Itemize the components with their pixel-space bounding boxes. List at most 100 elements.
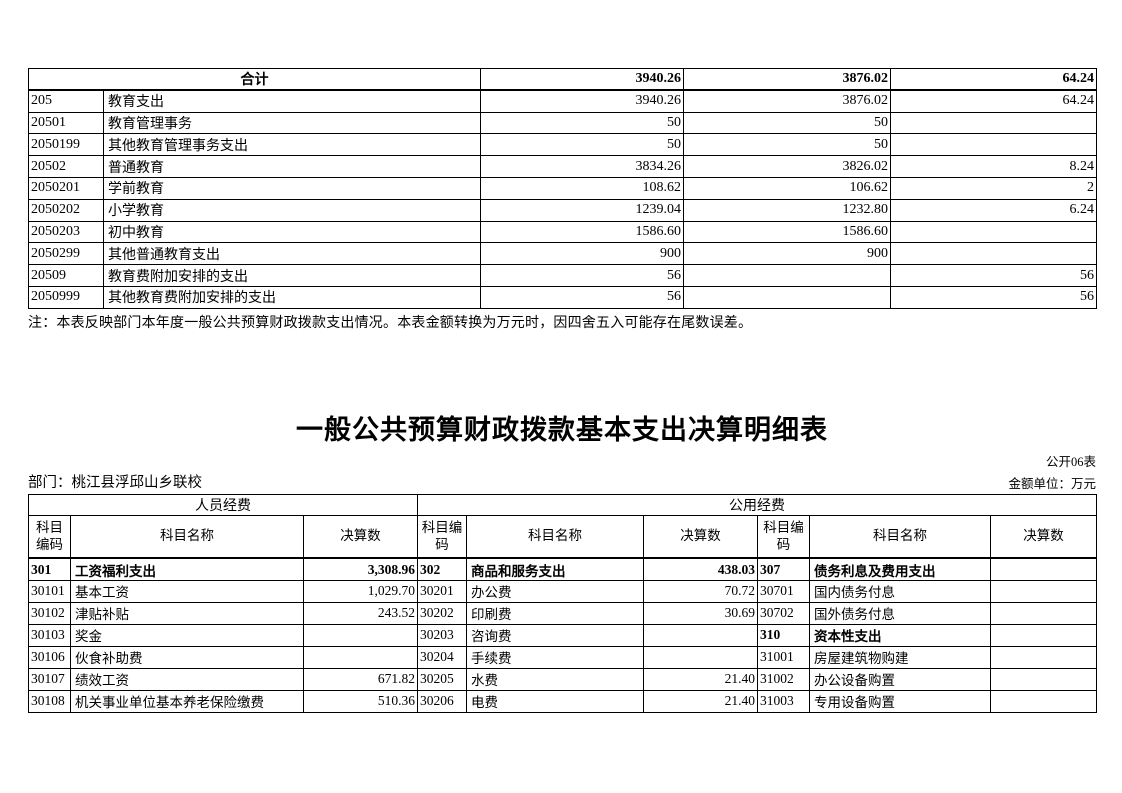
value-cell [990, 667, 1097, 691]
value-cell: 30.69 [643, 601, 758, 625]
value-cell: 106.62 [683, 176, 891, 200]
name-cell: 绩效工资 [70, 667, 304, 691]
code-cell: 30206 [417, 689, 467, 713]
value-cell: 70.72 [643, 579, 758, 603]
value-cell: 1586.60 [480, 220, 684, 244]
name-cell: 专用设备购置 [809, 689, 991, 713]
code-cell: 30108 [28, 689, 71, 713]
table-row: 30103 奖金 30203 咨询费 310 资本性支出 [28, 623, 1097, 647]
value-cell: 50 [683, 111, 891, 135]
name-cell: 其他教育管理事务支出 [103, 133, 481, 157]
table-row: 20502 普通教育 3834.26 3826.02 8.24 [28, 155, 1097, 178]
name-cell: 机关事业单位基本养老保险缴费 [70, 689, 304, 713]
code-cell: 301 [28, 557, 71, 581]
value-cell: 21.40 [643, 667, 758, 691]
value-cell: 3,308.96 [303, 557, 418, 581]
name-cell: 债务利息及费用支出 [809, 557, 991, 581]
code-cell: 30203 [417, 623, 467, 647]
value-cell [683, 264, 891, 287]
value-cell: 3834.26 [480, 155, 684, 178]
table-row: 30102 津贴补贴 243.52 30202 印刷费 30.69 30702 国外债务付息 [28, 601, 1097, 625]
name-cell: 学前教育 [103, 176, 481, 200]
column-header: 科目名称 [466, 514, 644, 560]
value-cell [303, 623, 418, 647]
value-cell [990, 645, 1097, 669]
name-cell: 教育管理事务 [103, 111, 481, 135]
code-cell: 2050203 [28, 220, 104, 244]
value-cell: 64.24 [890, 68, 1097, 92]
name-cell: 伙食补助费 [70, 645, 304, 669]
value-cell: 56 [480, 285, 684, 309]
name-cell: 初中教育 [103, 220, 481, 244]
name-cell: 普通教育 [103, 155, 481, 178]
value-cell: 671.82 [303, 667, 418, 691]
value-cell: 64.24 [890, 89, 1097, 113]
total-row: 合计 3940.26 3876.02 64.24 [28, 68, 1097, 92]
value-cell [990, 623, 1097, 647]
value-cell: 3876.02 [683, 68, 891, 92]
basic-expenditure-detail-table: 人员经费 公用经费 科目编码 科目名称 决算数 科目编码 科目名称 决算数 科目… [28, 493, 1097, 713]
group-header-personnel: 人员经费 [28, 493, 418, 516]
group-header-public: 公用经费 [417, 493, 1097, 516]
column-header: 科目名称 [809, 514, 991, 560]
name-cell: 小学教育 [103, 198, 481, 222]
value-cell: 900 [683, 242, 891, 266]
code-cell: 20501 [28, 111, 104, 135]
meta-row: 部门：桃江县浮邱山乡联校 金额单位：万元 [28, 471, 1096, 492]
code-cell: 310 [757, 623, 810, 647]
table-row: 20501 教育管理事务 50 50 [28, 111, 1097, 135]
value-cell: 56 [890, 264, 1097, 287]
name-cell: 电费 [466, 689, 644, 713]
table-row: 2050203 初中教育 1586.60 1586.60 [28, 220, 1097, 244]
value-cell [890, 111, 1097, 135]
table-row: 30107 绩效工资 671.82 30205 水费 21.40 31002 办公设备购置 [28, 667, 1097, 691]
name-cell: 奖金 [70, 623, 304, 647]
name-cell: 办公费 [466, 579, 644, 603]
value-cell: 50 [480, 111, 684, 135]
value-cell: 3826.02 [683, 155, 891, 178]
value-cell [643, 623, 758, 647]
value-cell [683, 285, 891, 309]
value-cell: 6.24 [890, 198, 1097, 222]
page-title: 一般公共预算财政拨款基本支出决算明细表 [296, 414, 828, 445]
code-cell: 30103 [28, 623, 71, 647]
total-label-cell: 合计 [28, 68, 481, 92]
value-cell: 438.03 [643, 557, 758, 581]
code-cell: 30701 [757, 579, 810, 603]
value-cell: 2 [890, 176, 1097, 200]
value-cell: 56 [890, 285, 1097, 309]
column-header: 科目编码 [757, 514, 810, 560]
value-cell: 3876.02 [683, 89, 891, 113]
name-cell: 房屋建筑物购建 [809, 645, 991, 669]
table-row: 30108 机关事业单位基本养老保险缴费 510.36 30206 电费 21.40 310… [28, 689, 1097, 713]
name-cell: 办公设备购置 [809, 667, 991, 691]
value-cell [643, 645, 758, 669]
name-cell: 教育支出 [103, 89, 481, 113]
column-header: 科目编码 [417, 514, 467, 560]
code-cell: 2050199 [28, 133, 104, 157]
code-cell: 30204 [417, 645, 467, 669]
code-cell: 31001 [757, 645, 810, 669]
table-row: 2050199 其他教育管理事务支出 50 50 [28, 133, 1097, 157]
general-budget-expenditure-table: 合计 3940.26 3876.02 64.24 205 教育支出 3940.26 3… [28, 68, 1097, 309]
value-cell: 108.62 [480, 176, 684, 200]
code-cell: 30101 [28, 579, 71, 603]
value-cell: 3940.26 [480, 89, 684, 113]
code-cell: 2050299 [28, 242, 104, 266]
name-cell: 资本性支出 [809, 623, 991, 647]
name-cell: 商品和服务支出 [466, 557, 644, 581]
table-row: 2050999 其他教育费附加安排的支出 56 56 [28, 285, 1097, 309]
group-header-row: 人员经费 公用经费 [28, 493, 1097, 516]
table-row: 2050202 小学教育 1239.04 1232.80 6.24 [28, 198, 1097, 222]
value-cell: 1,029.70 [303, 579, 418, 603]
value-cell: 21.40 [643, 689, 758, 713]
table-row: 30106 伙食补助费 30204 手续费 31001 房屋建筑物购建 [28, 645, 1097, 669]
department-label: 部门：桃江县浮邱山乡联校 [28, 474, 202, 491]
name-cell: 基本工资 [70, 579, 304, 603]
name-cell: 其他教育费附加安排的支出 [103, 285, 481, 309]
name-cell: 咨询费 [466, 623, 644, 647]
table-row: 301 工资福利支出 3,308.96 302 商品和服务支出 438.03 307 债务利息… [28, 557, 1097, 581]
code-cell: 302 [417, 557, 467, 581]
value-cell [890, 242, 1097, 266]
column-header: 决算数 [990, 514, 1097, 560]
